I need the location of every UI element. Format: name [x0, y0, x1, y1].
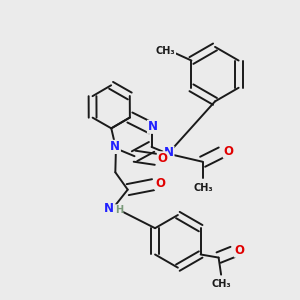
Text: CH₃: CH₃	[194, 183, 213, 193]
Text: CH₃: CH₃	[156, 46, 176, 56]
Text: O: O	[155, 177, 165, 190]
Text: H: H	[115, 205, 123, 215]
Text: N: N	[164, 146, 174, 159]
Text: N: N	[104, 202, 114, 215]
Text: O: O	[234, 244, 244, 257]
Text: O: O	[223, 145, 233, 158]
Text: N: N	[148, 120, 158, 133]
Text: CH₃: CH₃	[212, 279, 232, 289]
Text: N: N	[110, 140, 120, 153]
Text: O: O	[158, 152, 167, 165]
